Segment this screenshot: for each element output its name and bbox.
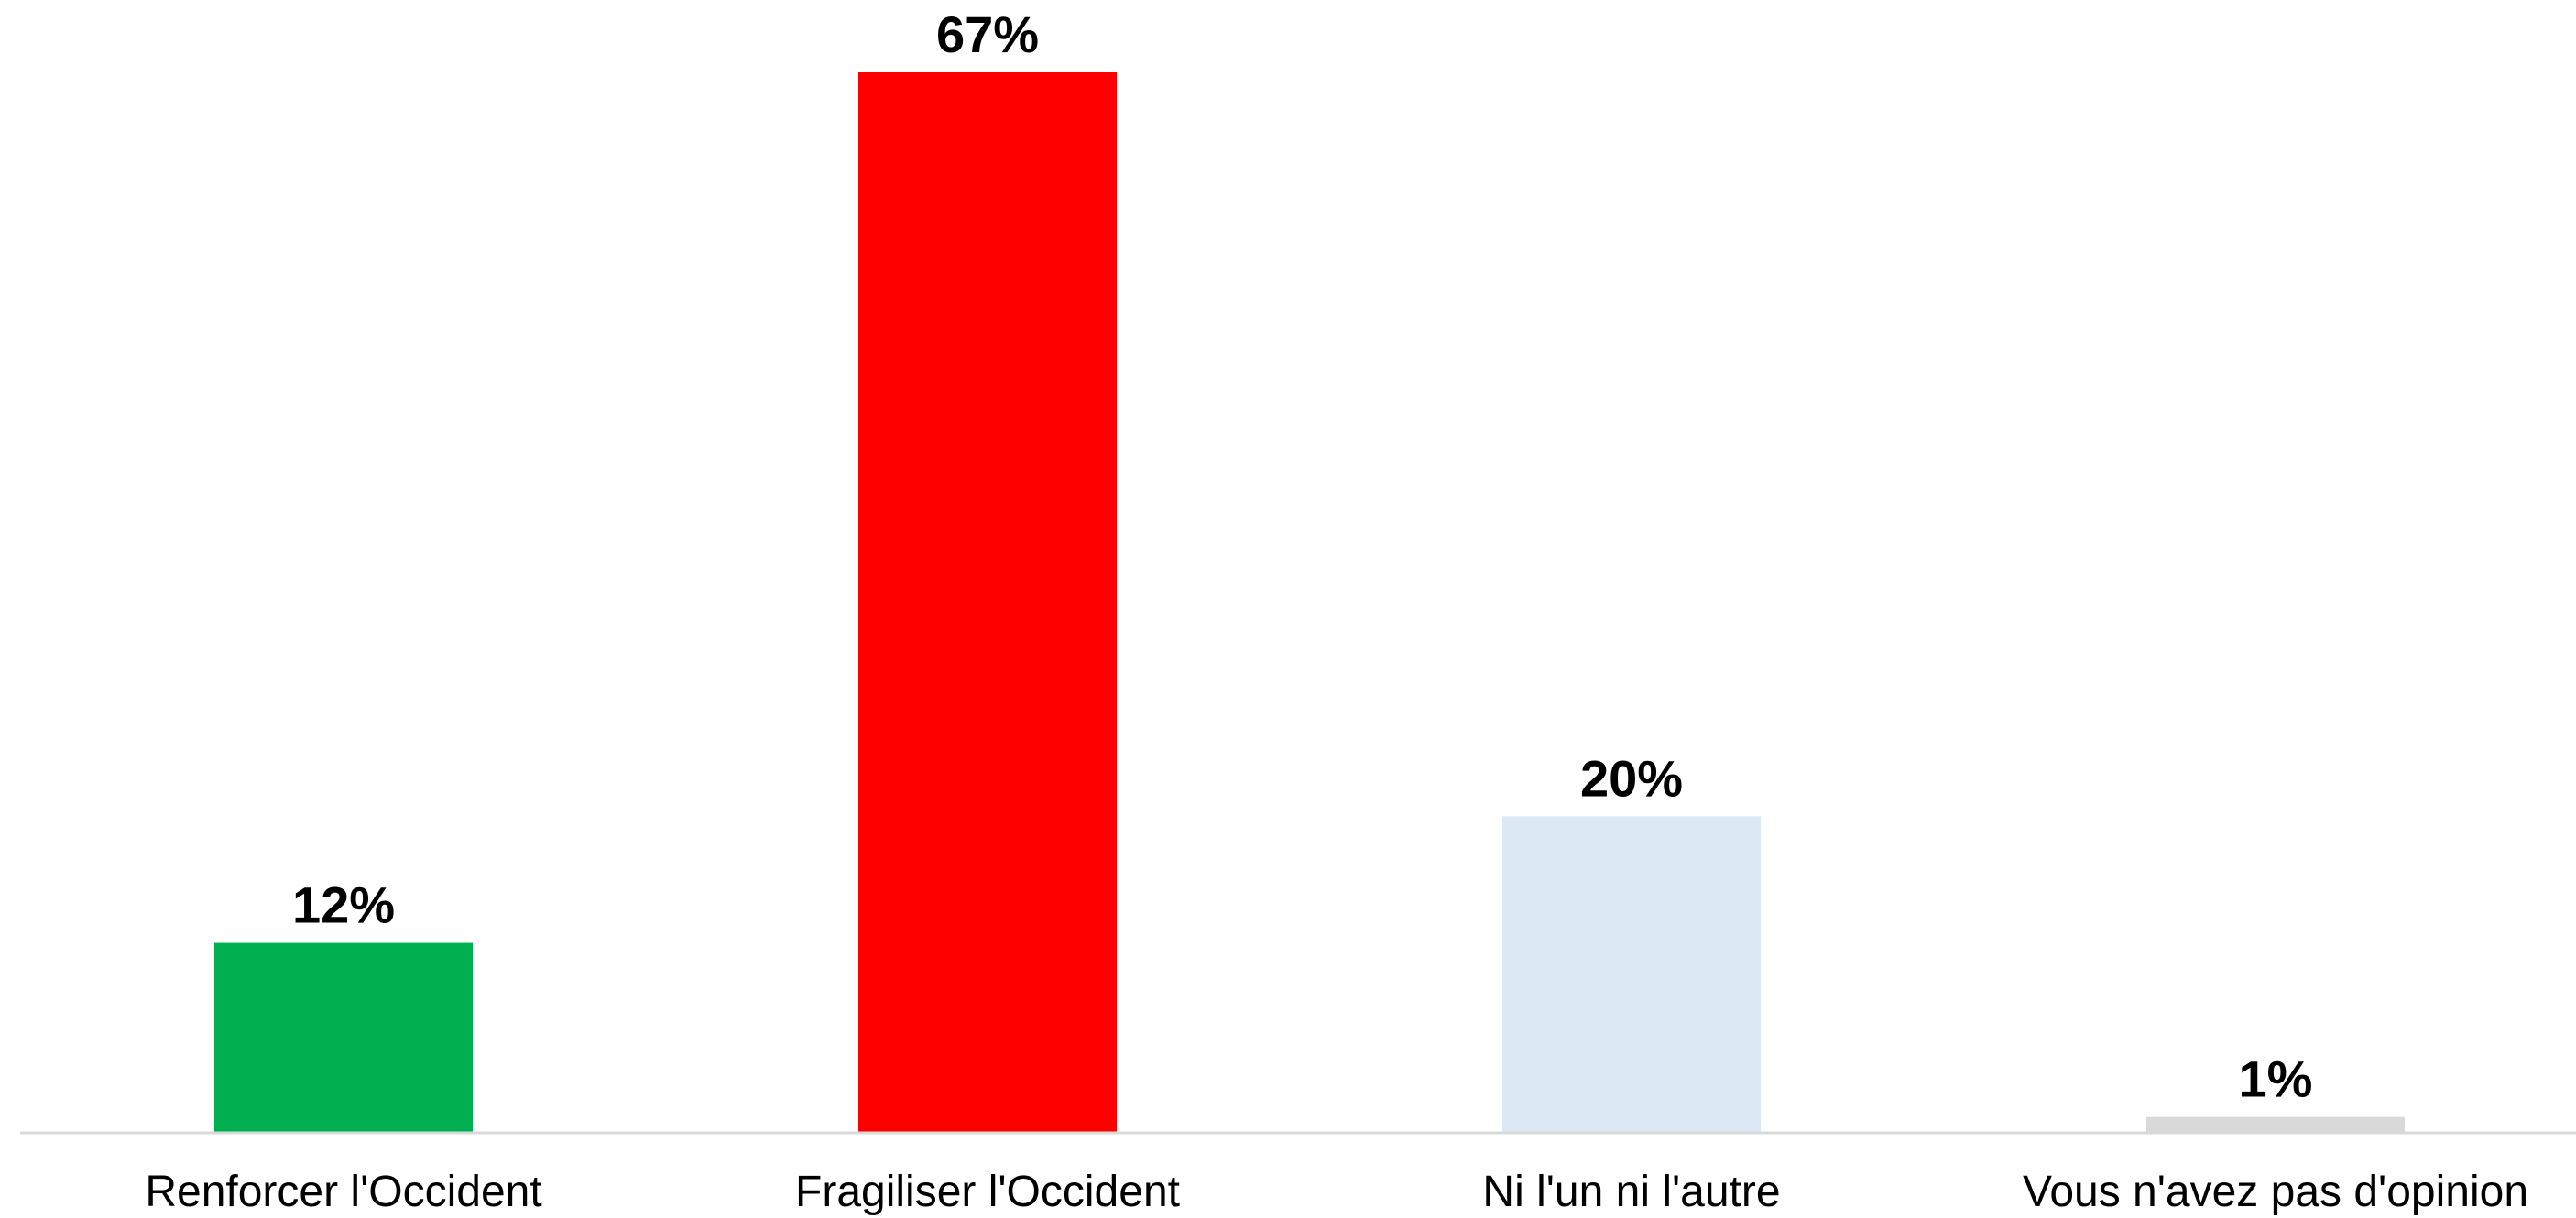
category-label-2: Fragiliser l'Occident: [795, 1168, 1180, 1216]
bar-1: [214, 942, 473, 1133]
value-label-3: 20%: [1580, 749, 1683, 807]
category-label-4: Vous n'avez pas d'opinion: [2023, 1168, 2528, 1216]
bar-2: [858, 72, 1117, 1133]
bar-4: [2146, 1116, 2405, 1133]
value-labels-group: 12% 67% 20% 1%: [292, 5, 2313, 1108]
category-label-1: Renforcer l'Occident: [145, 1168, 541, 1216]
category-labels-group: Renforcer l'Occident Fragiliser l'Occiden…: [145, 1168, 2528, 1216]
value-label-4: 1%: [2239, 1050, 2313, 1108]
bar-3: [1502, 816, 1761, 1133]
value-label-2: 67%: [936, 5, 1039, 63]
bars-group: [214, 72, 2405, 1133]
category-label-3: Ni l'un ni l'autre: [1482, 1168, 1780, 1216]
value-label-1: 12%: [292, 876, 395, 934]
